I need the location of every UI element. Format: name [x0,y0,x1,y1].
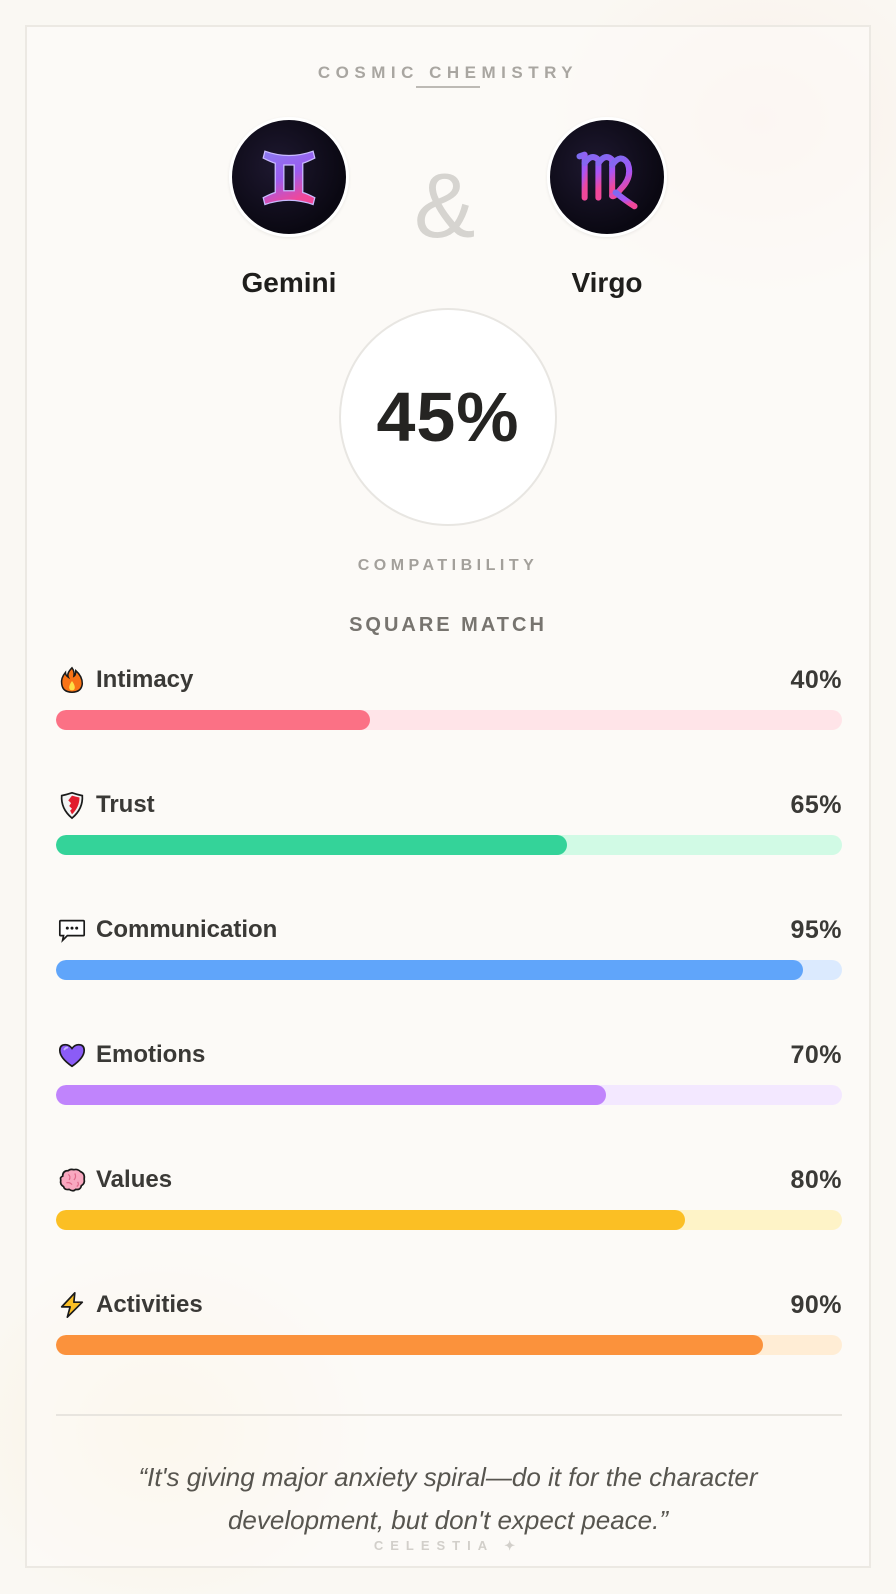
fire-icon [56,664,88,696]
progress-fill [56,710,371,730]
metric-label: Trust [96,791,155,818]
metric-value: 90% [790,1290,842,1319]
progress-bar [56,710,842,730]
lightning-icon [56,1289,88,1321]
progress-fill [56,1085,607,1105]
speech-bubble-icon [56,914,88,946]
match-type: SQUARE MATCH [349,614,547,636]
horoscope-quote: “It's giving major anxiety spiral—do it … [138,1462,758,1535]
header-title: COSMIC CHEMISTRY [317,63,579,82]
sign-name-right: Virgo [571,267,643,298]
metric-value: 80% [790,1165,842,1194]
sign-gemini: Gemini [229,117,349,299]
metric-label: Emotions [96,1041,206,1068]
metric-communication: Communication 95% [56,912,842,992]
metric-value: 40% [790,665,842,694]
ampersand-connector: & [414,155,476,257]
metric-label: Intimacy [96,666,194,693]
compatibility-label: COMPATIBILITY [357,557,539,574]
metric-label: Activities [96,1291,203,1318]
metric-activities: Activities 90% [56,1287,842,1367]
progress-bar [56,1335,842,1355]
compatibility-score: 45% [376,378,520,456]
purple-heart-icon [56,1039,88,1071]
progress-bar [56,960,842,980]
metric-value: 70% [790,1040,842,1069]
progress-bar [56,835,842,855]
metric-trust: Trust 65% [56,787,842,867]
virgo-symbol-icon [547,117,667,237]
brand-watermark: CELESTIA ✦ [373,1538,523,1553]
metric-intimacy: Intimacy 40% [56,662,842,742]
progress-bar [56,1210,842,1230]
metric-label: Values [96,1166,173,1193]
metric-values: Values 80% [56,1162,842,1242]
sign-virgo: Virgo [547,117,667,299]
sign-name-left: Gemini [241,267,337,298]
progress-fill [56,835,567,855]
metric-value: 65% [790,790,842,819]
metric-emotions: Emotions 70% [56,1037,842,1117]
divider [56,1414,842,1416]
compatibility-card [25,25,871,1568]
metric-label: Communication [96,916,278,943]
progress-bar [56,1085,842,1105]
brain-icon [56,1164,88,1196]
progress-fill [56,1335,764,1355]
progress-fill [56,1210,685,1230]
metric-value: 95% [790,915,842,944]
score-circle: 45% [339,308,557,526]
gemini-symbol-icon [229,117,349,237]
shield-icon [56,789,88,821]
progress-fill [56,960,803,980]
header-underline [416,86,480,88]
